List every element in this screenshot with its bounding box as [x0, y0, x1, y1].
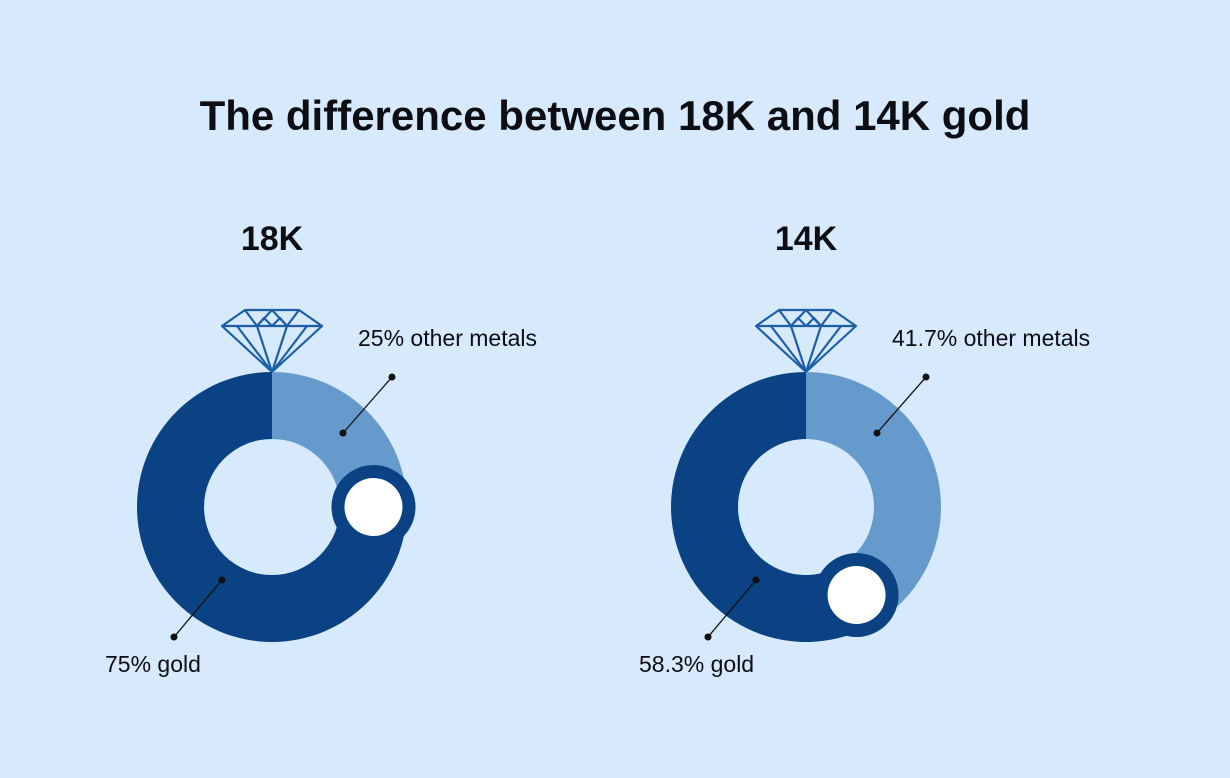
- chart-subtitle: 14K: [775, 220, 838, 258]
- leader-dot: [218, 576, 226, 584]
- page-title: The difference between 18K and 14K gold: [200, 92, 1031, 139]
- data-label: 75% gold: [105, 651, 201, 677]
- chart-subtitle: 18K: [241, 220, 304, 258]
- leader-line: [342, 376, 393, 434]
- leader-dot: [704, 633, 712, 641]
- leader-dot: [873, 429, 881, 437]
- ring-stone: [827, 566, 886, 625]
- ring-stone: [344, 478, 403, 536]
- leader-dot: [388, 373, 396, 381]
- data-label: 41.7% other metals: [892, 325, 1090, 351]
- leader-dot: [752, 576, 760, 584]
- leader-dot: [922, 373, 930, 381]
- leader-dot: [339, 429, 347, 437]
- leader-line: [707, 579, 757, 638]
- data-label: 25% other metals: [358, 325, 537, 351]
- donut-segment: [806, 372, 942, 625]
- donut-segment: [137, 372, 407, 642]
- leader-dot: [170, 633, 178, 641]
- data-label: 58.3% gold: [639, 651, 754, 677]
- leader-line: [173, 579, 223, 638]
- leader-line: [876, 376, 927, 434]
